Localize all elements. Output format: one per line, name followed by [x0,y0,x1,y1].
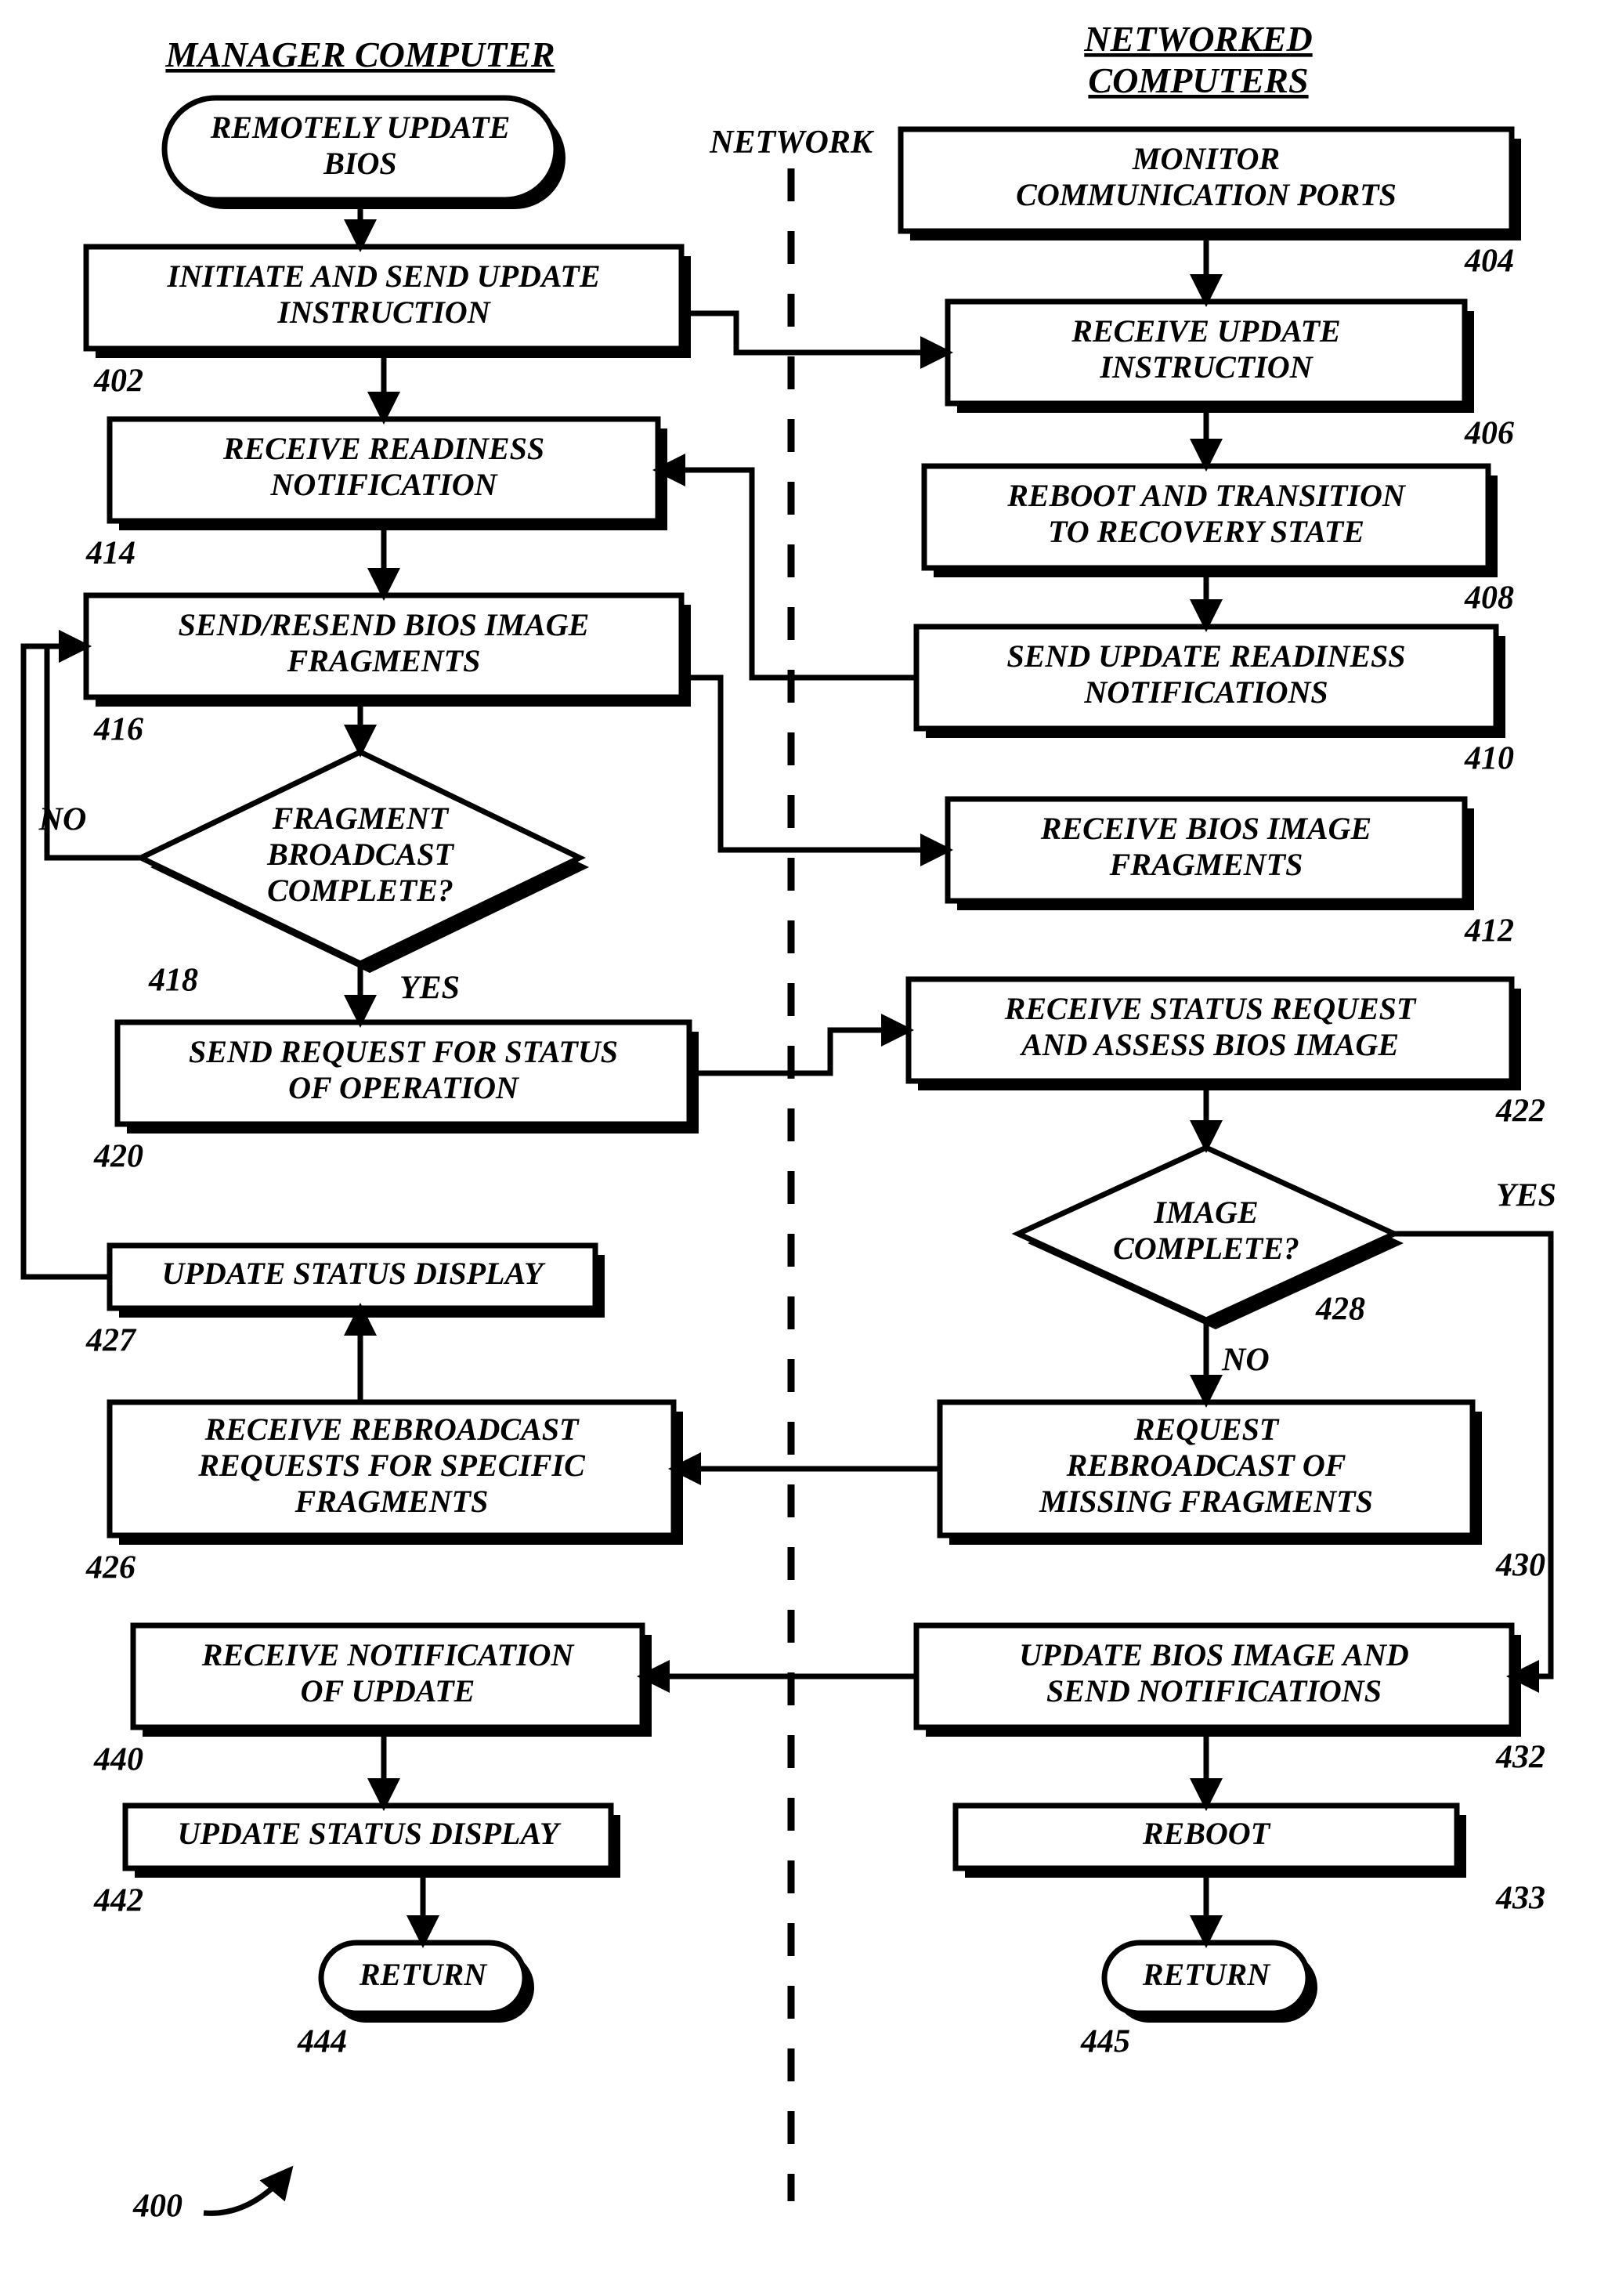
node-428: COMPLETE? [1113,1231,1299,1266]
ref-label: 426 [85,1550,136,1586]
node-433: REBOOT [1142,1816,1271,1851]
node-406: INSTRUCTION [1099,349,1314,385]
node-427: UPDATE STATUS DISPLAY [162,1256,546,1291]
ref-label: 440 [93,1742,143,1778]
node-402: INSTRUCTION [276,295,491,330]
ref-label: 422 [1495,1094,1545,1130]
ref-label: 406 [1464,416,1514,452]
node-406: RECEIVE UPDATE [1071,313,1340,349]
node-410: NOTIFICATIONS [1083,674,1328,710]
node-start: BIOS [323,146,396,181]
node-422: RECEIVE STATUS REQUEST [1004,991,1417,1026]
ref-label: 444 [297,2024,347,2060]
node-412: RECEIVE BIOS IMAGE [1040,811,1371,846]
node-414: RECEIVE READINESS [222,431,544,466]
node-426: REQUESTS FOR SPECIFIC [197,1448,586,1483]
node-440: RECEIVE NOTIFICATION [201,1637,576,1672]
node-404: COMMUNICATION PORTS [1016,177,1397,212]
node-426: RECEIVE REBROADCAST [204,1412,580,1447]
node-442: UPDATE STATUS DISPLAY [178,1816,562,1851]
edge-label: NO [38,802,87,838]
node-430: REQUEST [1133,1412,1280,1447]
ref-label: 414 [85,536,136,572]
node-416: SEND/RESEND BIOS IMAGE [179,607,590,642]
flowchart-diagram: MANAGER COMPUTER NETWORKEDCOMPUTERS NETWOR… [0,0,1608,2296]
ref-label: 433 [1495,1881,1545,1917]
node-408: REBOOT AND TRANSITION [1006,478,1407,513]
node-432: UPDATE BIOS IMAGE AND [1019,1637,1409,1672]
edge-label: YES [399,971,460,1007]
ref-label: 416 [93,712,143,748]
ref-label: 408 [1464,580,1514,616]
network-label: NETWORK [709,125,875,161]
node-440: OF UPDATE [301,1673,475,1708]
node-414: NOTIFICATION [270,467,499,502]
node-418: COMPLETE? [267,873,453,908]
node-432: SEND NOTIFICATIONS [1046,1673,1382,1708]
node-418: BROADCAST [266,837,454,872]
node-416: FRAGMENTS [287,643,481,678]
node-412: FRAGMENTS [1109,847,1303,882]
node-410: SEND UPDATE READINESS [1006,638,1405,674]
node-430: MISSING FRAGMENTS [1039,1484,1373,1519]
ref-label: 420 [93,1139,143,1175]
header-right: NETWORKED [1083,19,1312,59]
node-426: FRAGMENTS [294,1484,489,1519]
node-408: TO RECOVERY STATE [1048,514,1364,549]
edge-label: NO [1221,1343,1270,1379]
node-420: OF OPERATION [288,1070,520,1105]
node-start: REMOTELY UPDATE [210,110,511,145]
node-430: REBROADCAST OF [1066,1448,1346,1483]
node-418: FRAGMENT [272,801,450,836]
ref-label: 430 [1495,1548,1545,1584]
ref-label: 404 [1464,244,1514,280]
ref-label: 428 [1315,1292,1365,1328]
ref-label: 402 [93,363,143,400]
node-420: SEND REQUEST FOR STATUS [189,1034,618,1069]
header-right: COMPUTERS [1088,60,1308,100]
ref-label: 412 [1464,913,1514,949]
node-return-445: RETURN [1142,1957,1271,1992]
ref-label: 410 [1464,741,1514,777]
ref-label: 442 [93,1883,143,1919]
node-402: INITIATE AND SEND UPDATE [166,259,600,294]
ref-label: 418 [148,963,198,999]
node-428: IMAGE [1153,1195,1258,1230]
header-left: MANAGER COMPUTER [164,34,555,74]
edge-label: YES [1496,1178,1556,1214]
node-422: AND ASSESS BIOS IMAGE [1019,1027,1399,1062]
ref-label: 400 [132,2189,182,2225]
node-404: MONITOR [1132,141,1280,176]
ref-label: 432 [1495,1740,1545,1776]
node-return-444: RETURN [359,1957,488,1992]
ref-label: 427 [85,1323,137,1359]
ref-label: 445 [1080,2024,1130,2060]
